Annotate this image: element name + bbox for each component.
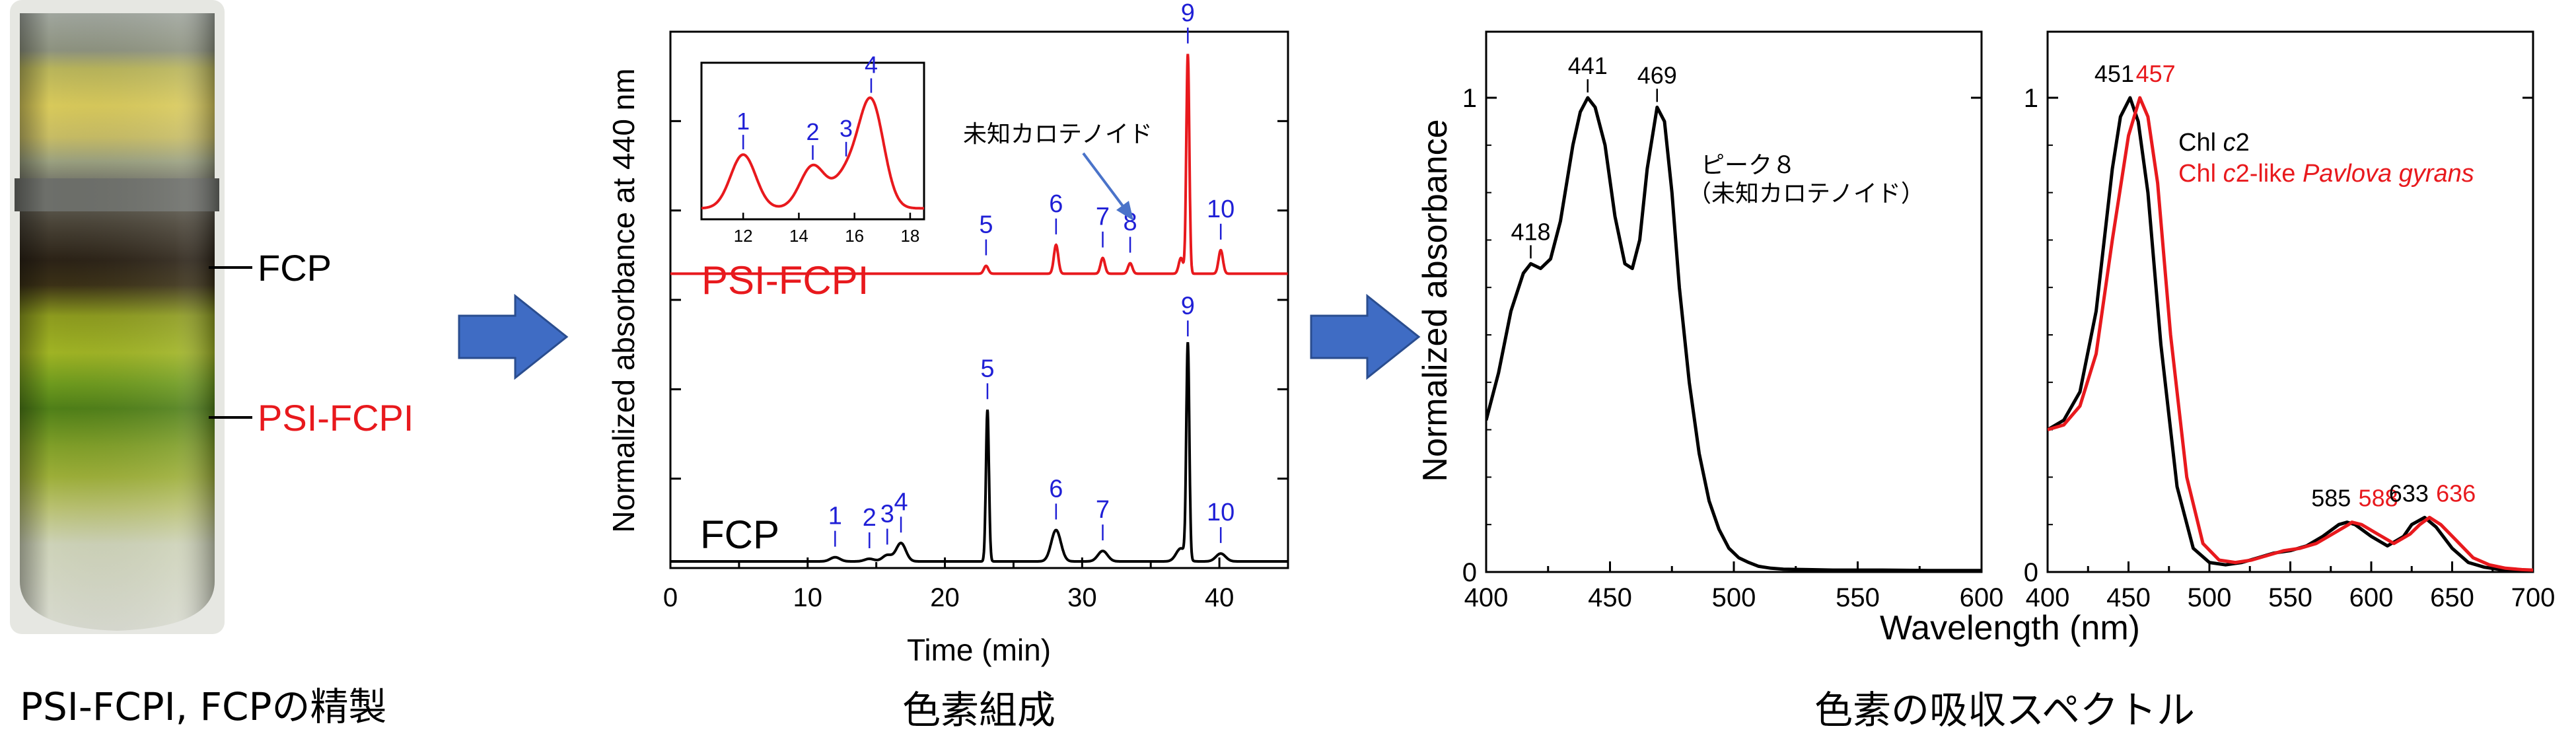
flow-arrow-right — [1310, 293, 1421, 380]
y-axis-label: Normalized absorbance — [1416, 119, 1454, 482]
inset-frame — [700, 61, 925, 221]
tube-label-fcp: FCP — [258, 247, 332, 289]
x-tick-label: 0 — [663, 583, 678, 612]
y-tick-label: 0 — [2024, 558, 2038, 587]
x-tick-label: 550 — [1836, 583, 1880, 612]
x-tick-label: 400 — [1464, 583, 1509, 612]
x-tick-label: 450 — [1588, 583, 1632, 612]
y-axis-label: Normalized absorbance at 440 nm — [606, 68, 641, 532]
series-line-chl-c2-like-pavlova — [2048, 96, 2533, 572]
peak-label-4: 4 — [894, 488, 908, 516]
x-tick-label: 700 — [2511, 583, 2556, 612]
legend-item-chl-c2-like: Chl c2-like Pavlova gyrans — [2178, 160, 2474, 188]
peak-label-9: 9 — [1181, 292, 1195, 320]
x-tick-label: 600 — [2349, 583, 2394, 612]
x-tick-label: 550 — [2268, 583, 2312, 612]
legend-prefix: Chl — [2178, 160, 2223, 188]
series-label-fcp: FCP — [700, 513, 779, 557]
peak-label-10: 10 — [1207, 499, 1234, 526]
peak-label-633: 633 — [2389, 480, 2429, 507]
plot-frame — [1485, 30, 1983, 573]
legend-italic: c — [2223, 129, 2236, 157]
inset-peak-label-2: 2 — [806, 118, 819, 145]
peak-label-9: 9 — [1181, 0, 1195, 27]
y-tick-label: 0 — [1462, 558, 1477, 587]
series-line-peak8 — [1486, 96, 1982, 572]
inset-x-tick-label: 16 — [845, 226, 864, 246]
flow-arrow-right — [458, 293, 569, 380]
series-line-fcp — [670, 341, 1288, 563]
tube-label-psi-fcpi: PSI-FCPI — [258, 397, 413, 439]
peak-label-6: 6 — [1049, 190, 1063, 218]
peak-label-636: 636 — [2436, 480, 2476, 507]
peak-label-6: 6 — [1049, 475, 1063, 503]
x-tick-label: 450 — [2106, 583, 2151, 612]
x-tick-label: 40 — [1205, 583, 1234, 612]
inset-series-line — [701, 96, 924, 210]
x-tick-label: 500 — [2188, 583, 2232, 612]
inset-peak-label-3: 3 — [840, 115, 853, 142]
series-label-psi-fcpi: PSI-FCPI — [701, 258, 869, 303]
peak-label-3: 3 — [880, 500, 894, 528]
inset-peak-label-1: 1 — [736, 108, 750, 135]
annotation-arrowhead — [1116, 201, 1133, 221]
spectrum-chart-peak8: 400 450 500 550 600 0 1 418 441 469 ピーク８ （未知カロテノ… — [1416, 30, 2004, 612]
legend-peak8-line1: ピーク８ — [1701, 152, 1796, 179]
legend-italic: c — [2223, 160, 2236, 188]
inset-x-tick-label: 14 — [789, 226, 808, 246]
x-tick-label: 400 — [2026, 583, 2070, 612]
peak-label-451: 451 — [2094, 60, 2134, 87]
annotation-arrow-line — [1082, 152, 1128, 213]
peak-label-469: 469 — [1637, 61, 1677, 89]
legend-peak8-line2: （未知カロテノイド） — [1688, 180, 1925, 207]
inset-x-tick-label: 12 — [734, 226, 753, 246]
legend-prefix: Chl — [2178, 129, 2223, 157]
legend-suffix: 2 — [2236, 129, 2250, 157]
legend-species: Pavlova gyrans — [2303, 160, 2474, 188]
annotation-unknown-carotenoid: 未知カロテノイド — [963, 121, 1153, 148]
x-tick-label: 650 — [2430, 583, 2474, 612]
peak-label-418: 418 — [1511, 218, 1550, 245]
x-axis-label: Time (min) — [907, 633, 1051, 667]
y-tick-label: 1 — [2024, 84, 2038, 113]
inset-x-tick-label: 18 — [900, 226, 919, 246]
peak-label-10: 10 — [1207, 196, 1234, 223]
x-tick-label: 30 — [1067, 583, 1097, 612]
series-line-psi-fcpi — [670, 54, 1288, 275]
x-axis-label-wavelength: Wavelength (nm) — [1880, 609, 2140, 647]
peak-label-5: 5 — [979, 211, 993, 239]
peak-label-5: 5 — [980, 355, 994, 382]
x-tick-label: 10 — [793, 583, 823, 612]
x-tick-label: 500 — [1712, 583, 1756, 612]
sucrose-gradient-tube — [10, 0, 225, 634]
peak-label-585: 585 — [2311, 485, 2351, 512]
peak-label-588: 588 — [2359, 485, 2398, 512]
caption-purification: PSI-FCPI, FCPの精製 — [20, 684, 386, 729]
peak-label-7: 7 — [1096, 203, 1110, 231]
x-tick-label: 20 — [930, 583, 960, 612]
peak-label-1: 1 — [828, 503, 842, 530]
legend-suffix: 2-like — [2236, 160, 2303, 188]
peak-label-2: 2 — [863, 504, 877, 532]
peak-label-441: 441 — [1568, 52, 1608, 79]
inset-peak-label-4: 4 — [865, 52, 878, 79]
caption-spectra: 色素の吸収スペクトル — [1814, 688, 2195, 732]
x-tick-label: 600 — [1960, 583, 2004, 612]
caption-composition: 色素組成 — [902, 688, 1055, 732]
peak-label-457: 457 — [2136, 60, 2176, 87]
peak-label-7: 7 — [1096, 496, 1110, 524]
legend-item-chl-c2: Chl c2 — [2178, 129, 2250, 157]
y-tick-label: 1 — [1462, 84, 1477, 113]
